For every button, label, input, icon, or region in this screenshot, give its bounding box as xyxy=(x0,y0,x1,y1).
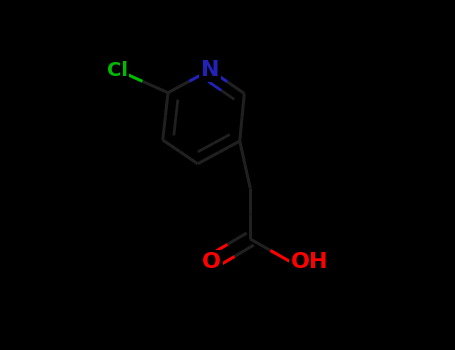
Text: OH: OH xyxy=(290,252,328,272)
Text: N: N xyxy=(201,60,219,80)
Text: Cl: Cl xyxy=(107,61,128,79)
Text: O: O xyxy=(202,252,221,272)
